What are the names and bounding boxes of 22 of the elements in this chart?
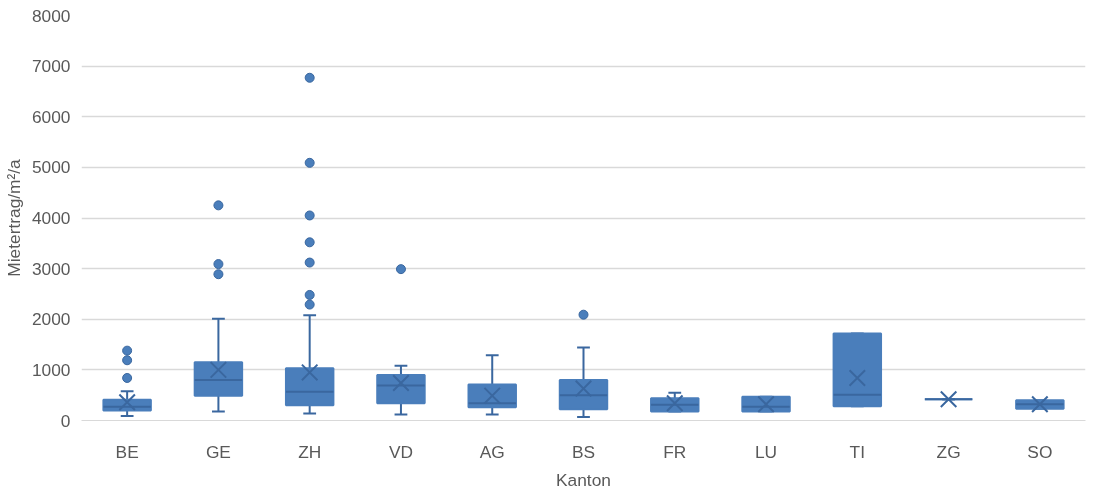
x-tick-label: BE: [115, 441, 139, 462]
y-tick-label: 4000: [31, 208, 71, 228]
y-tick-label: 2000: [31, 309, 71, 330]
y-axis-title: Mietertrag/m²/a: [3, 158, 24, 277]
x-tick-label: LU: [754, 441, 778, 462]
x-tick-label: VD: [388, 441, 413, 462]
y-tick-label: 3000: [31, 258, 71, 279]
x-axis-title: Kanton: [556, 469, 611, 490]
x-tick-label: ZH: [298, 441, 322, 462]
y-tick-label: 6000: [31, 106, 71, 127]
x-tick-label: GE: [205, 441, 231, 462]
x-tick-label: TI: [849, 441, 866, 462]
x-tick-label: SO: [1027, 441, 1053, 462]
x-tick-label: FR: [663, 441, 687, 462]
y-tick-label: 5000: [31, 157, 71, 178]
y-tick-label: 7000: [31, 56, 71, 77]
x-tick-label: BS: [571, 441, 596, 462]
y-tick-label: 8000: [31, 5, 71, 26]
y-tick-label: 0: [60, 410, 71, 431]
x-tick-label: ZG: [936, 441, 961, 462]
y-tick-label: 1000: [31, 359, 71, 380]
x-tick-label: AG: [479, 441, 505, 462]
